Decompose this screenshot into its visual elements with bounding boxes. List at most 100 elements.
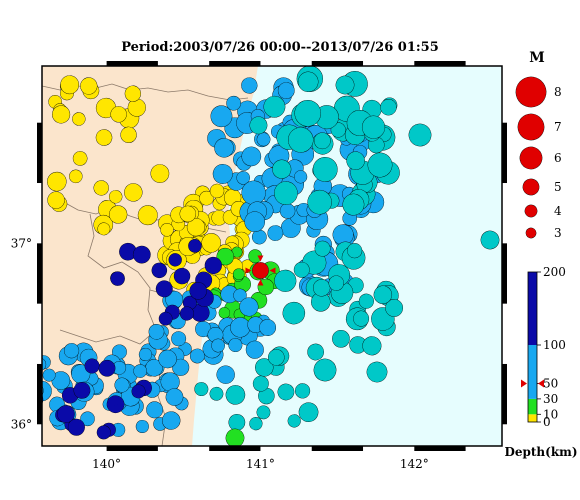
focal-mechanism — [47, 171, 67, 192]
focal-mechanism — [150, 164, 170, 183]
focal-mechanism — [347, 243, 363, 259]
focal-mechanism — [151, 262, 168, 279]
depth-bar-outline — [527, 271, 538, 423]
focal-mechanism — [63, 343, 80, 359]
depth-tick-label: 30 — [543, 392, 558, 406]
magnitude-legend-ball — [517, 113, 545, 141]
focal-mechanism-layer — [42, 66, 500, 446]
focal-mechanism — [362, 336, 382, 356]
focal-mechanism — [330, 122, 346, 138]
focal-mechanism — [216, 247, 234, 266]
focal-mechanism — [146, 401, 164, 419]
focal-mechanism — [282, 301, 306, 325]
focal-mechanism — [297, 71, 319, 93]
frame-tick-left — [37, 122, 42, 184]
focal-mechanism — [106, 395, 125, 414]
focal-mechanism — [132, 245, 151, 264]
frame-tick-bottom — [414, 446, 466, 451]
focal-mechanism — [199, 190, 214, 206]
focal-mechanism — [218, 307, 231, 319]
focal-mechanism — [349, 336, 367, 354]
focal-mechanism — [314, 240, 331, 257]
focal-mechanism — [72, 151, 88, 166]
focal-mechanism — [294, 170, 308, 184]
depth-marker-left — [521, 379, 527, 388]
focal-mechanism — [236, 171, 250, 185]
focal-mechanism — [207, 327, 224, 343]
focal-mechanism — [249, 417, 263, 431]
focal-mechanism — [380, 98, 397, 116]
frame-tick-top — [209, 61, 261, 66]
focal-mechanism — [307, 189, 332, 215]
mainshock-pointer — [245, 267, 252, 274]
focal-mechanism — [274, 181, 298, 205]
focal-mechanism — [312, 279, 331, 297]
frame-tick-top — [414, 61, 466, 66]
focal-mechanism — [124, 183, 143, 202]
depth-tick-label: 200 — [543, 265, 566, 279]
focal-mechanism — [342, 193, 365, 216]
depth-band — [528, 398, 537, 415]
focal-mechanism — [189, 348, 205, 364]
focal-mechanism — [385, 299, 404, 317]
focal-mechanism — [131, 384, 146, 399]
focal-mechanism — [60, 75, 80, 95]
magnitude-legend-label: 5 — [554, 180, 562, 194]
focal-mechanism — [191, 303, 210, 322]
frame-tick-right — [502, 363, 507, 425]
frame-tick-bottom — [209, 446, 261, 451]
focal-mechanism — [258, 387, 275, 405]
longitude-label: 142° — [400, 457, 429, 471]
focal-mechanism — [231, 246, 243, 258]
focal-mechanism — [189, 282, 207, 300]
focal-mechanism — [358, 293, 374, 309]
focal-mechanism — [244, 211, 266, 233]
focal-mechanism — [298, 402, 319, 423]
focal-mechanism — [480, 230, 500, 250]
mainshock-mechanism — [252, 262, 269, 279]
focal-mechanism — [361, 115, 386, 139]
focal-mechanism — [353, 310, 370, 327]
focal-mechanism — [408, 123, 432, 147]
magnitude-legend-label: 3 — [554, 226, 562, 240]
focal-mechanism — [138, 347, 152, 362]
focal-mechanism — [232, 268, 245, 281]
focal-mechanism — [255, 358, 274, 377]
focal-mechanism — [311, 292, 331, 312]
focal-mechanism — [173, 267, 191, 285]
magnitude-legend-ball — [515, 76, 547, 108]
magnitude-legend-label: 6 — [554, 151, 562, 165]
focal-mechanism — [80, 77, 98, 95]
focal-mechanism — [210, 105, 233, 128]
focal-mechanism — [241, 180, 266, 205]
depth-band — [528, 345, 537, 399]
focal-mechanism — [95, 97, 117, 119]
magnitude-legend-title: M — [529, 50, 545, 66]
frame-tick-right — [502, 243, 507, 304]
focal-mechanism — [216, 365, 235, 384]
focal-mechanism — [239, 297, 259, 317]
focal-mechanism — [165, 388, 184, 406]
focal-mechanism — [328, 275, 344, 291]
magnitude-legend-ball — [519, 146, 543, 170]
focal-mechanism — [201, 233, 221, 253]
mainshock-pointer — [257, 279, 264, 286]
focal-mechanism — [293, 261, 310, 278]
focal-mechanism — [225, 428, 245, 446]
mainshock-pointer — [257, 255, 264, 262]
focal-mechanism — [209, 386, 224, 401]
magnitude-legend-label: 8 — [554, 85, 562, 99]
focal-mechanism — [294, 99, 322, 127]
latitude-label: 36° — [11, 417, 32, 431]
focal-mechanism — [133, 364, 147, 378]
focal-mechanism — [332, 329, 350, 348]
focal-mechanism — [267, 225, 284, 241]
focal-mechanism — [274, 269, 297, 292]
focal-mechanism — [69, 169, 83, 184]
depth-tick-label: 50 — [543, 377, 558, 391]
focal-mechanism — [67, 418, 85, 436]
focal-mechanism — [211, 338, 225, 353]
focal-mechanism — [332, 224, 354, 246]
